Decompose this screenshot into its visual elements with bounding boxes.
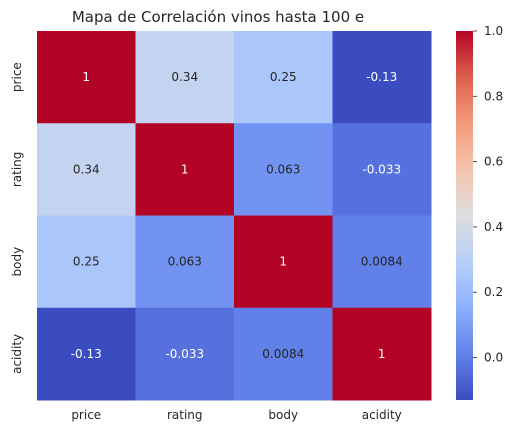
heatmap-cell-rating-body xyxy=(234,123,333,216)
cell-value-label: 0.063 xyxy=(168,255,202,269)
colorbar-tick-label: 0.4 xyxy=(484,220,503,234)
heatmap-cell-body-body xyxy=(234,215,333,309)
cell-value-label: 0.34 xyxy=(73,162,100,176)
heatmap-grid: 1 0.34 0.25 -0.13 0.34 1 0.063 -0.033 0.25 0.063 1… xyxy=(37,31,432,401)
heatmap-cell-price-rating xyxy=(135,31,235,124)
cell-value-label: 0.25 xyxy=(270,70,297,84)
heatmap-cell-rating-rating xyxy=(135,123,235,216)
cell-value-label: -0.13 xyxy=(366,70,397,84)
heatmap-cell-price-body xyxy=(234,31,333,124)
colorbar: 0.0 0.2 0.4 0.6 0.8 1.0 xyxy=(456,24,503,400)
heatmap-cell-acidity-body xyxy=(234,307,333,401)
heatmap-cell-body-price xyxy=(37,215,136,309)
heatmap-cell-body-acidity xyxy=(332,215,432,309)
cell-value-label: -0.033 xyxy=(362,162,401,176)
colorbar-tick-label: 0.6 xyxy=(484,155,503,169)
colorbar-tick-label: 0.8 xyxy=(484,89,503,103)
heatmap-cell-acidity-price xyxy=(37,307,136,401)
heatmap-cell-rating-acidity xyxy=(332,123,432,216)
cell-value-label: 1 xyxy=(181,162,189,176)
colorbar-tick-label: 0.2 xyxy=(484,285,503,299)
heatmap-cell-price-price xyxy=(37,31,136,124)
y-axis: price rating body acidity xyxy=(10,62,24,374)
cell-value-label: 0.0084 xyxy=(361,255,403,269)
x-tick-label-price: price xyxy=(71,408,101,422)
colorbar-tick-label: 0.0 xyxy=(484,351,503,365)
cell-value-label: 1 xyxy=(378,347,386,361)
heatmap-cell-rating-price xyxy=(37,123,136,216)
heatmap-cell-body-rating xyxy=(135,215,235,309)
x-tick-label-rating: rating xyxy=(167,408,203,422)
colorbar-gradient xyxy=(456,31,473,400)
chart-title: Mapa de Correlación vinos hasta 100 e xyxy=(72,8,364,26)
x-axis: price rating body acidity xyxy=(71,408,401,422)
cell-value-label: -0.13 xyxy=(71,347,102,361)
cell-value-label: 1 xyxy=(279,255,287,269)
y-tick-label-price: price xyxy=(10,62,24,92)
cell-value-label: 0.063 xyxy=(266,162,300,176)
y-tick-label-body: body xyxy=(10,247,24,277)
colorbar-ticks: 0.0 0.2 0.4 0.6 0.8 1.0 xyxy=(473,24,503,365)
colorbar-tick-label: 1.0 xyxy=(484,24,503,38)
heatmap-cell-acidity-acidity xyxy=(332,307,432,401)
cell-value-label: -0.033 xyxy=(165,347,204,361)
cell-value-label: 0.0084 xyxy=(262,347,304,361)
heatmap-cell-acidity-rating xyxy=(135,307,235,401)
x-tick-label-body: body xyxy=(268,408,298,422)
y-tick-label-rating: rating xyxy=(10,152,24,188)
y-tick-label-acidity: acidity xyxy=(10,334,24,374)
cell-value-label: 1 xyxy=(82,70,90,84)
cell-value-label: 0.34 xyxy=(171,70,198,84)
heatmap-cell-price-acidity xyxy=(332,31,432,124)
cell-value-label: 0.25 xyxy=(73,255,100,269)
x-tick-label-acidity: acidity xyxy=(362,408,402,422)
